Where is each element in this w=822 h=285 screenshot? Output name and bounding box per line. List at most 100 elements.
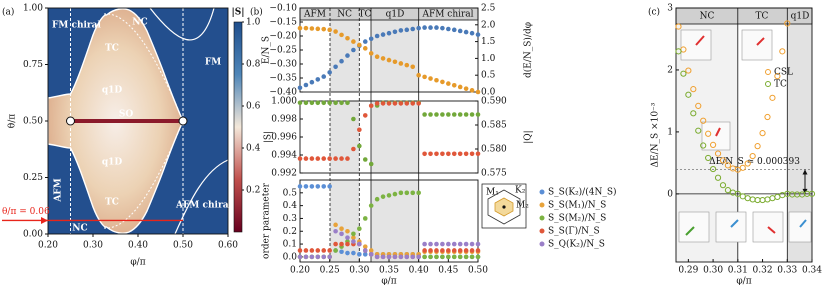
y-tick-label: 0.998 (271, 115, 297, 125)
data-point (339, 231, 344, 237)
y-tick-label: 0.1 (283, 240, 297, 250)
data-point (362, 248, 368, 253)
data-point (345, 228, 350, 234)
panel-label: (b) (250, 7, 263, 18)
x-tick-label: 0.29 (678, 266, 698, 276)
data-point (759, 130, 766, 137)
data-point (351, 239, 356, 244)
data-point (410, 101, 416, 106)
data-point (779, 48, 786, 55)
x-tick-label: 0.25 (320, 266, 340, 276)
y-axis-label: ΔE/N_S ×10⁻³ (651, 102, 661, 167)
y-axis-label: |S| (264, 131, 274, 143)
y-tick-label: 0.00 (23, 230, 43, 240)
data-point (374, 54, 380, 60)
data-point (434, 254, 439, 260)
panel-label: (a) (2, 7, 14, 18)
data-point (434, 241, 439, 247)
data-point (333, 241, 338, 247)
data-point (714, 174, 722, 181)
data-point (404, 190, 410, 196)
legend-label: S_S(M₁)/N_S (548, 200, 606, 211)
data-point (315, 254, 321, 260)
x-axis-label: φ/π (736, 277, 751, 285)
data-point (469, 151, 475, 157)
x-tick-label: 0.35 (379, 266, 399, 276)
data-point (351, 146, 356, 152)
data-point (398, 254, 404, 260)
x-tick-label: 0.30 (703, 266, 723, 276)
colorbar-label: |S| (231, 8, 244, 18)
data-point (368, 161, 374, 167)
data-point (315, 156, 321, 161)
data-point (446, 254, 451, 260)
data-point (368, 248, 374, 253)
data-point (446, 81, 451, 86)
data-point (309, 254, 315, 260)
arrowhead (802, 188, 808, 194)
data-point (345, 241, 350, 247)
data-point (404, 101, 410, 106)
y-tick-label: 0.2 (283, 227, 297, 237)
data-point (764, 196, 771, 203)
data-point (475, 248, 481, 253)
data-point (428, 248, 433, 253)
data-point (339, 58, 344, 64)
data-point (392, 29, 398, 35)
data-point (297, 100, 303, 106)
data-point (404, 254, 410, 260)
data-point (434, 112, 439, 117)
y-tick-label: −0.30 (269, 60, 297, 70)
data-point (386, 193, 392, 198)
y2-tick-label: 0.575 (481, 169, 507, 179)
data-point (386, 101, 392, 106)
data-point (333, 222, 338, 228)
data-point (774, 193, 781, 201)
data-point (675, 48, 682, 55)
data-point (749, 152, 756, 160)
data-point (398, 101, 404, 106)
data-point (303, 25, 309, 31)
data-point (315, 248, 321, 253)
data-point (469, 30, 475, 36)
data-point (446, 241, 451, 247)
data-point (428, 25, 433, 30)
data-point (451, 254, 457, 260)
x-tick-label: 0.60 (218, 241, 238, 251)
data-point (463, 241, 469, 247)
data-point (315, 100, 321, 106)
data-point (333, 228, 338, 234)
data-point (380, 101, 386, 106)
data-point (440, 254, 445, 260)
data-point (321, 254, 327, 260)
data-point (451, 248, 457, 253)
data-point (734, 190, 741, 197)
data-point (457, 84, 463, 90)
data-point (309, 248, 315, 253)
data-point (392, 254, 398, 260)
region-label: TC (105, 44, 119, 54)
data-point (779, 191, 786, 199)
data-point (451, 112, 457, 117)
data-point (434, 25, 439, 30)
colorbar-tick-label: 0.8 (246, 60, 261, 70)
data-point (705, 154, 712, 162)
legend-label: CSL (774, 68, 793, 78)
phase-label: NC (337, 10, 352, 20)
data-point (297, 184, 303, 189)
region-label: NC (132, 18, 147, 28)
colorbar-tick-label: 0.4 (246, 144, 261, 154)
data-point (440, 79, 445, 85)
data-point (457, 112, 463, 117)
data-point (416, 25, 421, 31)
legend-marker (765, 69, 771, 75)
data-point (321, 74, 327, 79)
data-point (428, 241, 433, 247)
data-point (675, 23, 682, 30)
phase-label: NC (700, 12, 715, 22)
inset-label: K₂ (515, 186, 526, 196)
y2-tick-label: 0.590 (481, 97, 507, 107)
data-point (351, 47, 356, 53)
data-point (374, 33, 380, 39)
data-point (422, 241, 427, 247)
